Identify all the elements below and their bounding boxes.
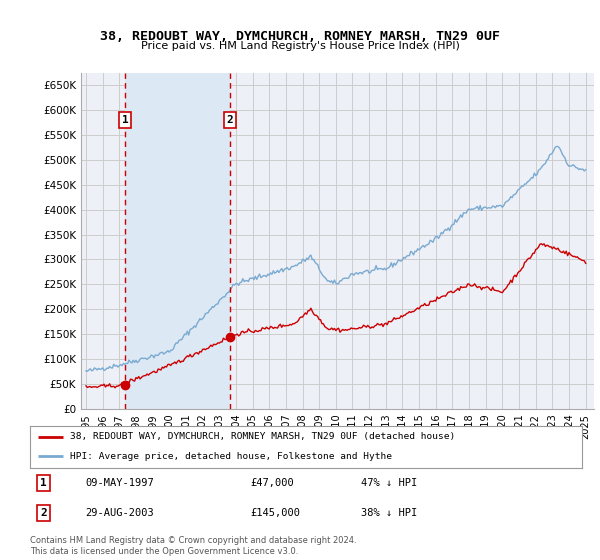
Text: 38, REDOUBT WAY, DYMCHURCH, ROMNEY MARSH, TN29 0UF (detached house): 38, REDOUBT WAY, DYMCHURCH, ROMNEY MARSH… — [70, 432, 455, 441]
Text: 47% ↓ HPI: 47% ↓ HPI — [361, 478, 418, 488]
Text: £145,000: £145,000 — [251, 508, 301, 518]
Text: 09-MAY-1997: 09-MAY-1997 — [85, 478, 154, 488]
Text: Contains HM Land Registry data © Crown copyright and database right 2024.
This d: Contains HM Land Registry data © Crown c… — [30, 536, 356, 556]
Text: HPI: Average price, detached house, Folkestone and Hythe: HPI: Average price, detached house, Folk… — [70, 452, 392, 461]
Text: 29-AUG-2003: 29-AUG-2003 — [85, 508, 154, 518]
Text: 2: 2 — [40, 508, 47, 518]
Text: 2: 2 — [227, 115, 233, 125]
Text: 38, REDOUBT WAY, DYMCHURCH, ROMNEY MARSH, TN29 0UF: 38, REDOUBT WAY, DYMCHURCH, ROMNEY MARSH… — [100, 30, 500, 43]
Text: 38% ↓ HPI: 38% ↓ HPI — [361, 508, 418, 518]
Text: Price paid vs. HM Land Registry's House Price Index (HPI): Price paid vs. HM Land Registry's House … — [140, 41, 460, 51]
Text: £47,000: £47,000 — [251, 478, 295, 488]
Text: 1: 1 — [122, 115, 128, 125]
Text: 1: 1 — [40, 478, 47, 488]
Bar — [125, 73, 230, 409]
